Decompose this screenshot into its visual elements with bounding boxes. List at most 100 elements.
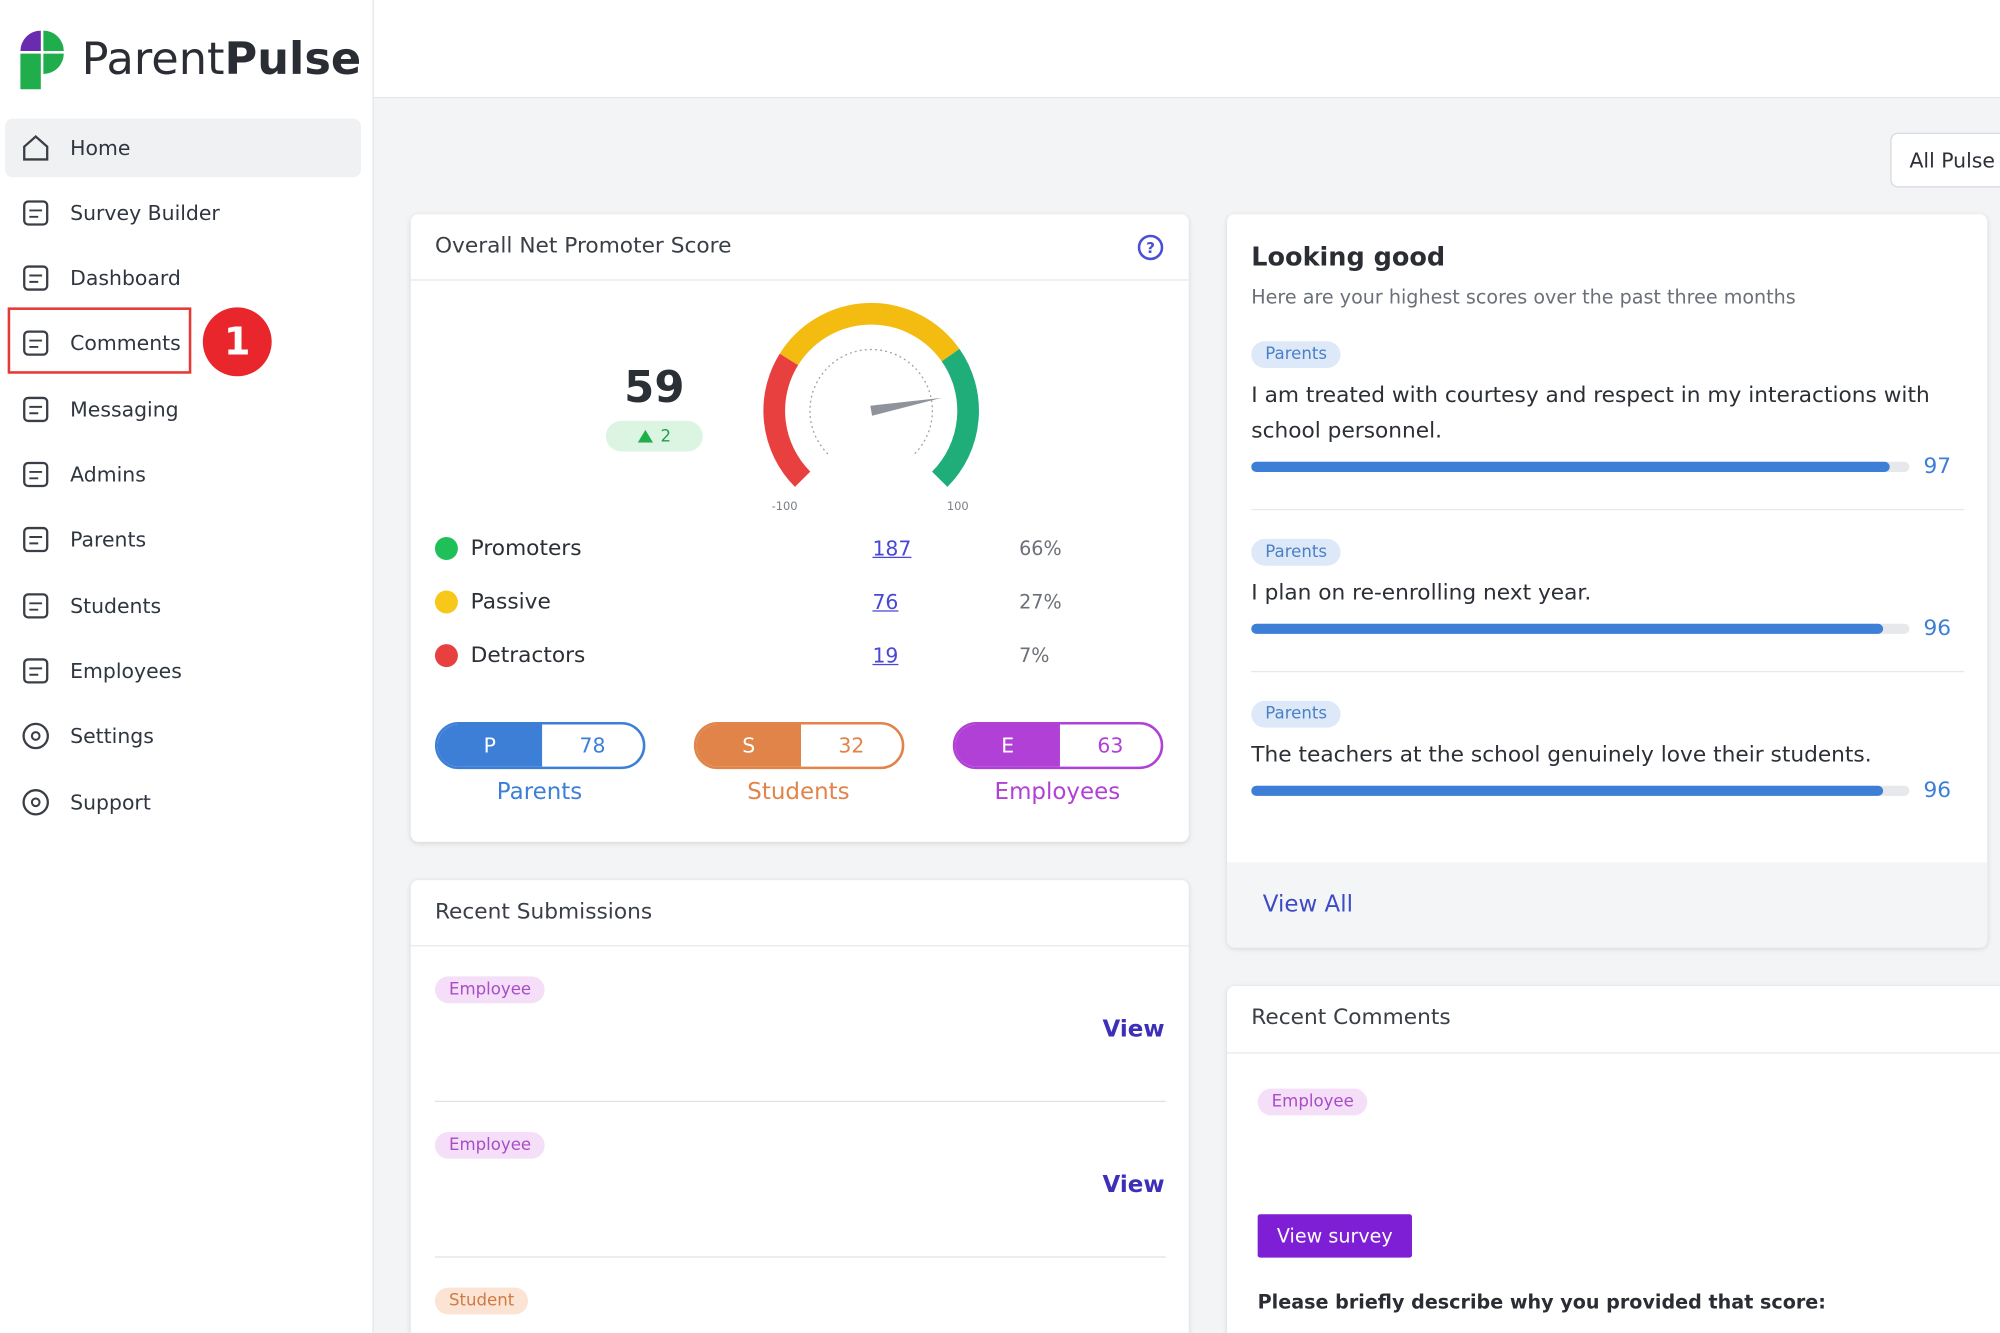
question: Please briefly describe why you provided… [1257, 1290, 1826, 1314]
row-label: Detractors [470, 642, 586, 669]
row-count[interactable]: 19 [872, 643, 899, 668]
tag: Parents [1251, 538, 1342, 566]
nav-label: Parents [70, 527, 147, 552]
brand: ParentPulse [82, 34, 362, 85]
submissions-card [410, 880, 1189, 1333]
score-value: 96 [1923, 616, 1952, 642]
nav-icon [22, 722, 49, 750]
nav-label: Dashboard [70, 265, 181, 291]
row-percent: 27% [1019, 590, 1062, 614]
score-value: 97 [1923, 454, 1952, 480]
nav-icon [23, 265, 49, 291]
divider [1227, 1052, 2000, 1054]
nav-icon [23, 200, 49, 226]
nav-label: Settings [70, 723, 154, 749]
group-label: Parents [496, 778, 583, 806]
nav-item[interactable]: Dashboard [5, 249, 361, 308]
view-link[interactable]: View [1102, 1171, 1165, 1199]
nav-label: Messaging [70, 397, 179, 422]
row-count[interactable]: 187 [872, 536, 912, 561]
legend-dot [434, 644, 458, 668]
divider [1251, 508, 1965, 511]
nav-icon [23, 134, 49, 161]
logo-icon [20, 30, 64, 90]
card-title: Looking good [1251, 241, 1446, 272]
brand-second: Pulse [224, 34, 362, 86]
view-survey-button[interactable]: View survey [1257, 1214, 1412, 1258]
card-subtitle: Here are your highest scores over the pa… [1251, 285, 1796, 309]
sidebar: ParentPulse 1 Home Survey Builder Dashboar… [0, 0, 374, 1333]
divider [410, 279, 1189, 281]
svg-text:?: ? [1146, 239, 1155, 257]
card-title: Recent Comments [1251, 1005, 1451, 1031]
change-badge: 2 [605, 420, 703, 452]
statement: The teachers at the school genuinely lov… [1251, 742, 1872, 768]
nps-score: 59 [624, 362, 685, 414]
nav-icon [23, 330, 49, 356]
change-value: 2 [660, 426, 672, 446]
nav-icon [23, 461, 49, 488]
nav-icon [23, 526, 49, 553]
group-letter: E [955, 724, 1060, 767]
nav-label: Employees [70, 658, 182, 684]
filter-label: All Pulse [1909, 148, 1995, 173]
nav-label: Home [70, 135, 131, 161]
nav-item[interactable]: Support [5, 773, 361, 832]
tag: Employee [434, 1132, 546, 1159]
nav-item[interactable]: Messaging [5, 380, 361, 439]
tag: Parents [1251, 700, 1342, 728]
card-title: Overall Net Promoter Score [434, 233, 732, 259]
nav-icon [23, 396, 49, 423]
group-label: Students [747, 778, 850, 806]
view-all-link[interactable]: View All [1262, 890, 1354, 918]
nav-item[interactable]: Survey Builder [5, 184, 361, 243]
comments-card [1227, 985, 2000, 1333]
top-bar [372, 0, 2000, 99]
nav-item[interactable]: Admins [5, 445, 361, 504]
nav-label: Support [70, 790, 151, 815]
row-percent: 66% [1019, 536, 1062, 560]
nav-item[interactable]: Students [5, 577, 361, 636]
help-icon[interactable]: ? [1135, 232, 1166, 263]
legend-dot [434, 590, 458, 614]
statement: I plan on re-enrolling next year. [1251, 580, 1592, 606]
group-score: 32 [838, 733, 865, 758]
nav-item[interactable]: Employees [5, 642, 361, 701]
statement: I am treated with courtesy and respect i… [1251, 382, 1930, 444]
nav-label: Students [70, 593, 162, 618]
divider [410, 945, 1189, 947]
row-count[interactable]: 76 [872, 589, 899, 615]
group-label: Employees [994, 778, 1121, 806]
group-score: 63 [1097, 733, 1124, 758]
group-pill: E 63 [952, 721, 1164, 770]
group-score: 78 [579, 733, 606, 758]
up-arrow [637, 429, 653, 443]
card-footer [1227, 862, 1988, 948]
divider [1251, 670, 1965, 673]
nav-item[interactable]: Home [5, 118, 361, 178]
view-link[interactable]: View [1102, 1015, 1165, 1043]
score-value: 96 [1923, 778, 1952, 804]
tag: Employee [1257, 1088, 1368, 1116]
row-label: Passive [470, 589, 551, 615]
looking-good-card [1227, 214, 1988, 948]
divider [434, 1100, 1166, 1103]
nav-item[interactable]: Comments [5, 314, 361, 373]
nav-icon [22, 789, 49, 816]
group-letter: S [696, 724, 802, 767]
nav-item[interactable]: Settings [5, 707, 361, 766]
filter-button[interactable]: All Pulse [1890, 132, 2000, 188]
nav-label: Survey Builder [70, 200, 220, 226]
nav-label: Comments [70, 330, 181, 356]
step-badge: 1 [202, 307, 272, 377]
brand-first: Parent [81, 34, 225, 86]
nav-icon [23, 658, 49, 684]
nav-icon [23, 593, 49, 619]
tag: Parents [1251, 341, 1342, 368]
card-title: Recent Submissions [434, 899, 653, 925]
nav-item[interactable]: Parents [5, 510, 361, 569]
group-pill: P 78 [434, 721, 646, 770]
tag: Student [434, 1287, 529, 1315]
